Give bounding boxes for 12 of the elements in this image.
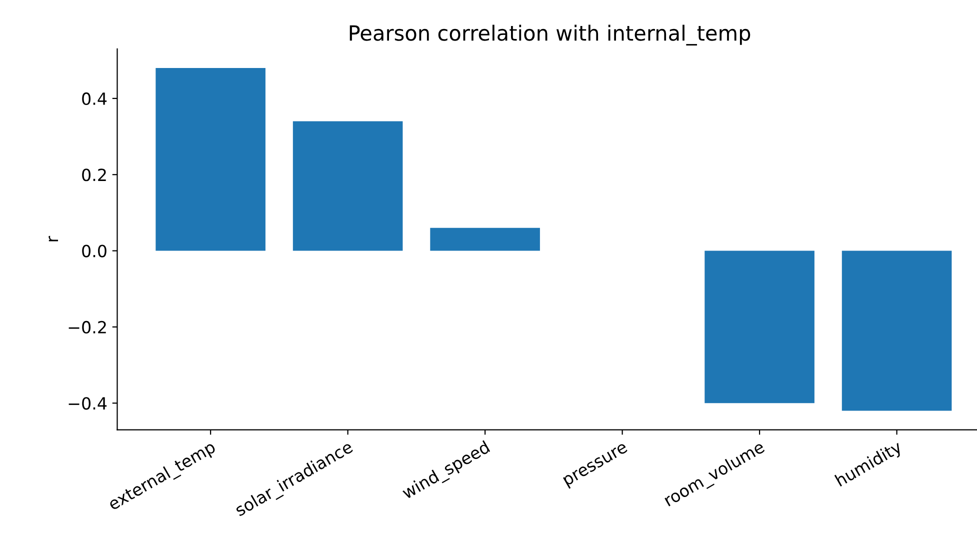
bar bbox=[704, 250, 814, 404]
y-tick-label: 0.2 bbox=[82, 168, 106, 182]
y-tick-label: 0.4 bbox=[82, 92, 107, 106]
y-tick-label: −0.2 bbox=[68, 320, 106, 334]
bar bbox=[292, 121, 403, 251]
bar bbox=[430, 228, 540, 251]
bar bbox=[842, 250, 952, 411]
y-axis-title: r bbox=[48, 236, 58, 242]
bar bbox=[156, 68, 266, 251]
y-tick-label: −0.4 bbox=[68, 397, 107, 410]
y-tick-label: 0.0 bbox=[82, 244, 106, 258]
chart-title: Pearson correlation with internal_temp bbox=[350, 24, 750, 46]
